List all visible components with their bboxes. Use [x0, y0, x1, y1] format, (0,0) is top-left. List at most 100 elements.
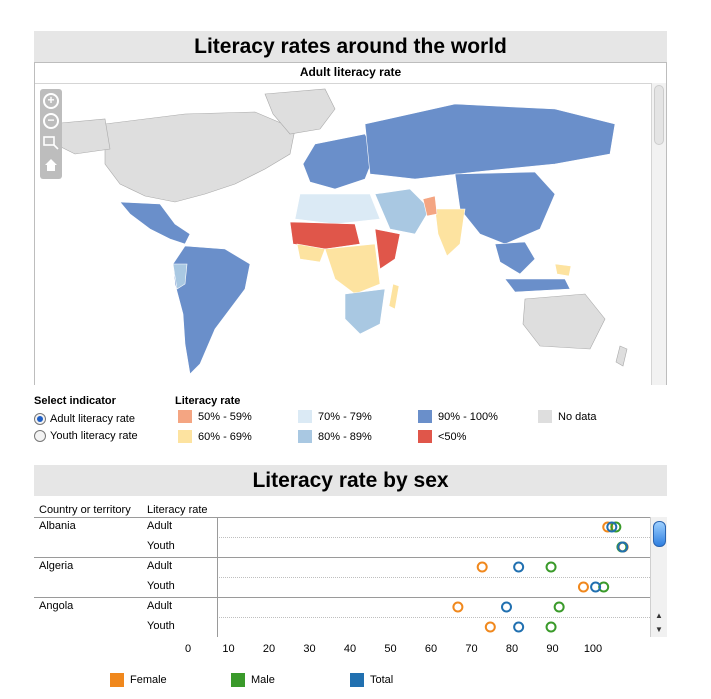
sahel-shape — [289, 221, 361, 250]
new-zealand-shape — [615, 345, 628, 367]
indicator-selector: Select indicator Adult literacy rate You… — [34, 395, 138, 444]
header-divider — [34, 517, 650, 518]
country-cell: Angola — [39, 600, 74, 612]
x-tick-label: 70 — [465, 643, 477, 655]
data-point-male[interactable] — [545, 561, 557, 573]
legend-item-under-50: <50% — [418, 430, 466, 443]
column-header-country: Country or territory — [39, 504, 131, 516]
radio-label-adult: Adult literacy rate — [50, 412, 135, 425]
legend-item-70-79: 70% - 79% — [298, 410, 372, 423]
sex-dot-plot — [452, 521, 629, 633]
x-tick-label: 50 — [384, 643, 396, 655]
data-point-male[interactable] — [553, 601, 565, 613]
pakistan-shape — [422, 195, 438, 217]
radio-label-youth: Youth literacy rate — [50, 429, 138, 442]
table-scroll-thumb[interactable] — [653, 521, 666, 547]
legend-label: 50% - 59% — [198, 410, 252, 423]
legend-label-female: Female — [130, 674, 167, 686]
data-point-total[interactable] — [590, 581, 602, 593]
legend-label-total: Total — [370, 674, 394, 686]
map-subtitle: Adult literacy rate — [299, 65, 402, 79]
scroll-up-icon[interactable]: ▲ — [655, 611, 663, 620]
map-zoom-controls: + − — [40, 89, 62, 179]
legend-label-male: Male — [251, 674, 275, 686]
radio-button-adult[interactable] — [34, 412, 46, 425]
table-scrollbar[interactable]: ▲ ▼ — [650, 517, 667, 637]
legend-item-60-69: 60% - 69% — [178, 430, 252, 443]
x-tick-label: 30 — [303, 643, 315, 655]
x-axis-svg: 0 10 20 30 40 50 60 70 80 90 100 — [185, 643, 602, 655]
radio-button-youth[interactable] — [34, 429, 46, 442]
legend-swatch — [418, 410, 432, 423]
rate-type-cell: Adult — [147, 600, 173, 612]
row-divider — [34, 557, 650, 558]
south-america-shape — [172, 245, 251, 375]
west-africa-shape — [296, 243, 326, 263]
legend-swatch-total — [350, 673, 364, 687]
map-scrollbar[interactable] — [651, 83, 666, 385]
data-point-male[interactable] — [545, 621, 557, 633]
data-point-total[interactable] — [606, 521, 618, 533]
legend-label: 80% - 89% — [318, 430, 372, 443]
russia-shape — [364, 103, 616, 180]
rate-type-cell: Youth — [147, 580, 175, 592]
data-point-total[interactable] — [617, 541, 629, 553]
legend-male: Male — [231, 673, 275, 687]
legend-label: 70% - 79% — [318, 410, 372, 423]
data-point-female[interactable] — [476, 561, 488, 573]
row-dotted-line — [217, 617, 650, 618]
x-tick-label: 10 — [222, 643, 234, 655]
rate-type-cell: Adult — [147, 560, 173, 572]
middle-east-shape — [374, 188, 431, 235]
legend-label: <50% — [438, 430, 467, 443]
row-divider — [34, 597, 650, 598]
legend-swatch — [418, 430, 432, 443]
zoom-out-icon[interactable]: − — [43, 113, 59, 129]
page-title: Literacy rates around the world — [34, 31, 667, 62]
world-map[interactable] — [35, 83, 652, 385]
legend-swatch-female — [110, 673, 124, 687]
sex-plot-area — [217, 517, 650, 637]
data-point-total[interactable] — [513, 621, 525, 633]
madagascar-shape — [388, 283, 400, 310]
map-scroll-thumb[interactable] — [654, 85, 664, 145]
legend-item-90-100: 90% - 100% — [418, 410, 498, 423]
data-point-male[interactable] — [610, 521, 622, 533]
column-header-literacy-rate: Literacy rate — [147, 504, 208, 516]
row-dotted-line — [217, 577, 650, 578]
data-point-total[interactable] — [501, 601, 512, 613]
legend-item-80-89: 80% - 89% — [298, 430, 372, 443]
rate-type-cell: Adult — [147, 520, 173, 532]
data-point-total[interactable] — [513, 561, 525, 573]
data-point-female[interactable] — [577, 581, 589, 593]
rate-type-cell: Youth — [147, 620, 175, 632]
legend-swatch — [298, 430, 312, 443]
legend-label: No data — [558, 410, 597, 423]
legend-swatch — [298, 410, 312, 423]
sex-chart-table: Country or territory Literacy rate Alban… — [34, 500, 667, 637]
mexico-shape — [119, 201, 191, 245]
world-map-svg[interactable] — [35, 84, 652, 385]
indicator-header: Select indicator — [34, 395, 116, 407]
radio-youth[interactable]: Youth literacy rate — [34, 427, 138, 444]
data-point-female[interactable] — [452, 601, 464, 613]
india-shape — [434, 208, 466, 257]
x-tick-label: 80 — [506, 643, 518, 655]
x-axis: 0 10 20 30 40 50 60 70 80 90 100 — [183, 637, 616, 657]
home-icon[interactable] — [43, 157, 59, 173]
legend-label: 60% - 69% — [198, 430, 252, 443]
legend-item-no-data: No data — [538, 410, 597, 423]
data-point-female[interactable] — [484, 621, 496, 633]
central-africa-shape — [324, 243, 381, 295]
zoom-in-icon[interactable]: + — [43, 93, 59, 109]
scroll-down-icon[interactable]: ▼ — [655, 625, 663, 634]
north-america-shape — [104, 111, 296, 203]
x-tick-label: 0 — [185, 643, 191, 655]
radio-adult[interactable]: Adult literacy rate — [34, 410, 138, 427]
north-africa-shape — [294, 193, 381, 225]
east-africa-shape — [374, 228, 401, 270]
rate-type-cell: Youth — [147, 540, 175, 552]
zoom-area-icon[interactable] — [43, 135, 59, 151]
indonesia-shape — [504, 278, 571, 293]
country-cell: Algeria — [39, 560, 74, 572]
